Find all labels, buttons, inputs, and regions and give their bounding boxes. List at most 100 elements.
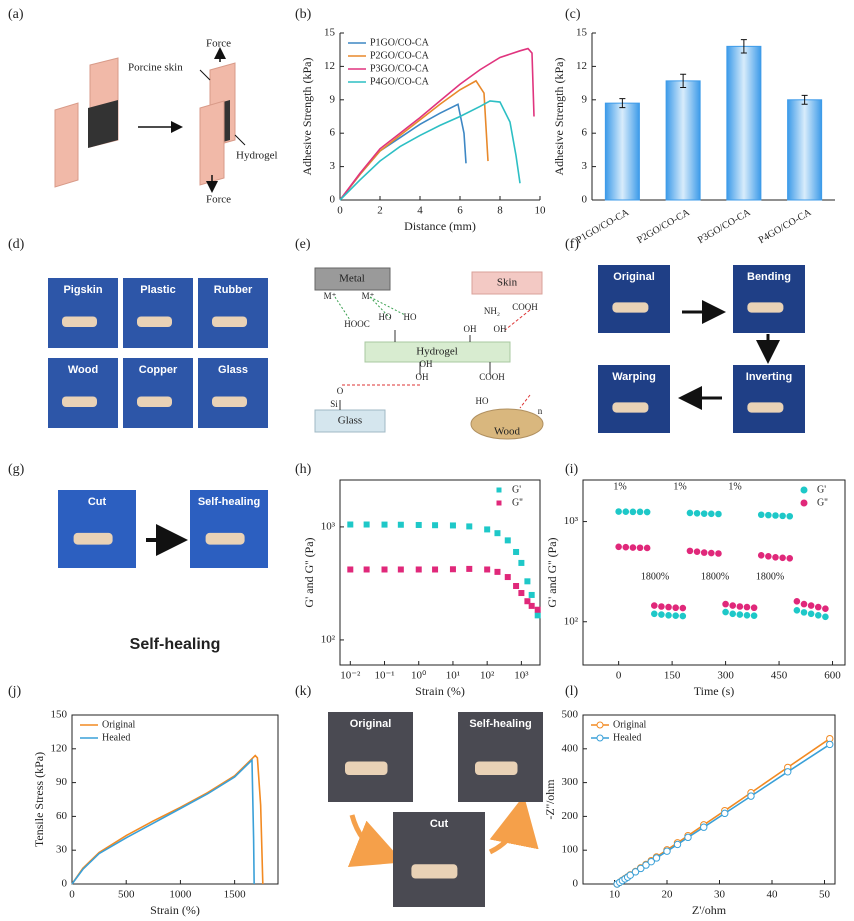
point [415,521,422,528]
point [786,554,794,562]
point [800,600,808,608]
point [693,548,701,556]
x-tick-label: 6 [457,205,463,217]
point [524,578,531,585]
point [807,610,815,618]
point [765,553,772,560]
point [747,792,755,800]
panel-f-arrows [678,300,780,410]
y-tick-label: 90 [56,776,68,788]
photo-label: Self-healing [469,718,531,730]
legend-label: Healed [102,732,130,743]
point [347,566,354,573]
point [708,510,715,518]
point [650,610,658,618]
point [814,603,822,611]
point [658,603,665,610]
point [534,612,541,619]
point [715,510,722,518]
point [636,508,644,516]
x-tick-label: 40 [767,889,779,901]
schematic-label: Force [206,38,231,50]
point [650,602,658,609]
panel-label: (j) [8,684,22,699]
point [672,604,679,612]
x-tick-label: 10 [535,205,547,217]
x-tick-label: 10² [480,670,495,682]
legend-marker [596,721,604,729]
photo [48,278,118,348]
line [339,79,489,201]
annotation: 1% [613,481,626,492]
y-tick-label: 15 [324,27,336,39]
y-axis-label: Adhesive Strength (kPa) [552,58,566,176]
legend-label: G'' [512,497,523,508]
x-axis-label: Distance (mm) [404,219,476,233]
point [679,612,687,620]
point [679,604,687,612]
x-tick-label: P3GO/CO-CA [696,207,753,246]
point [449,522,456,529]
error-bar [801,94,808,105]
panel-label: (g) [8,462,25,477]
schematic-label: Porcine skin [128,62,183,74]
x-tick-label: 1500 [224,889,247,901]
point [708,549,715,557]
schematic-label: Hydrogel [236,150,278,162]
photo [733,265,805,333]
point [814,611,822,619]
point [772,553,779,561]
chem-group: OH [416,372,429,382]
x-tick-label: 300 [717,670,734,682]
point [629,508,637,516]
photo-detail [73,532,113,545]
point [715,550,722,557]
chem-group: O [337,386,344,396]
photo-label: Copper [139,364,178,376]
line [339,100,521,201]
plot-frame [582,714,836,885]
photo [48,358,118,428]
legend-marker [800,499,808,507]
point [494,568,501,575]
plot-frame [71,714,279,885]
y-tick-label: 200 [562,810,579,822]
point [765,511,772,519]
y-tick-label: 6 [582,127,588,139]
chem-group: HO [379,312,392,322]
plot-frame [339,479,541,666]
node-label: Hydrogel [416,346,458,358]
point [415,566,422,573]
point [494,530,501,537]
node-label: Wood [494,426,521,438]
legend-label: Original [102,719,136,730]
photo-label: Original [350,718,392,730]
y-tick-label: 100 [562,844,579,856]
point [722,600,729,608]
y-tick-label: 6 [330,127,336,139]
legend-marker [496,487,502,493]
annotation: 1% [728,481,741,492]
chart: 0 3 6 9 12 15 0 2 4 6 8 10 Distance (mm) Adhesive Str… [300,27,546,233]
point [449,566,456,573]
point [800,609,808,616]
photo-label: Inverting [746,371,792,383]
point [381,566,388,573]
photo-label: Glass [218,364,248,376]
x-tick-label: 10⁻² [340,670,361,682]
point [779,554,786,562]
error-bar [619,98,626,109]
point [629,544,637,551]
photo-detail [612,402,649,413]
photo-detail [212,396,247,407]
photo-label: Warping [612,371,656,383]
x-tick-label: 50 [819,889,831,901]
legend-label: P1GO/CO-CA [370,37,430,48]
point [665,611,672,619]
x-tick-label: 10¹ [446,670,460,682]
y-tick-label: 30 [56,844,68,856]
line [339,47,535,201]
annotation: 1% [673,481,686,492]
photo [198,278,268,348]
y-tick-label: 3 [582,160,588,172]
